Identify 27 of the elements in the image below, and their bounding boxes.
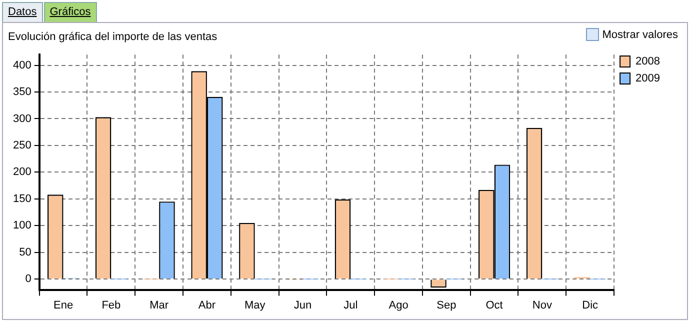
y-tick-label: 150 <box>12 192 32 205</box>
x-tick-label: Jun <box>294 299 312 312</box>
y-tick-label: 250 <box>12 140 32 152</box>
y-tick-label: 200 <box>12 166 32 178</box>
y-tick-label: 0 <box>25 273 32 286</box>
x-tick-label: Oct <box>486 299 503 312</box>
x-tick-label: Abr <box>198 299 216 312</box>
y-tick-label: 300 <box>12 112 32 125</box>
x-tick-label: Dic <box>582 299 599 312</box>
y-tick-label: 400 <box>12 59 32 72</box>
text: Gráficos <box>44 2 97 22</box>
y-tick-label: 50 <box>19 246 32 258</box>
y-tick-label: 350 <box>12 86 32 98</box>
x-tick-label: Sep <box>436 299 456 312</box>
text: Mostrar valores <box>602 28 678 40</box>
y-tick-label: 100 <box>12 220 32 232</box>
x-tick-label: Mar <box>150 299 169 312</box>
x-tick-label: Feb <box>102 299 121 312</box>
text: Datos <box>2 2 43 22</box>
x-tick-label: Ago <box>388 299 408 312</box>
x-tick-label: Ene <box>54 299 74 312</box>
chart-title: Evolución gráfica del importe de las ventas <box>8 31 218 43</box>
legend-label: 2009 <box>636 72 660 85</box>
x-tick-label: May <box>244 299 266 312</box>
x-tick-label: Jul <box>344 299 358 312</box>
x-tick-label: Nov <box>532 299 552 312</box>
legend-label: 2008 <box>636 56 660 68</box>
